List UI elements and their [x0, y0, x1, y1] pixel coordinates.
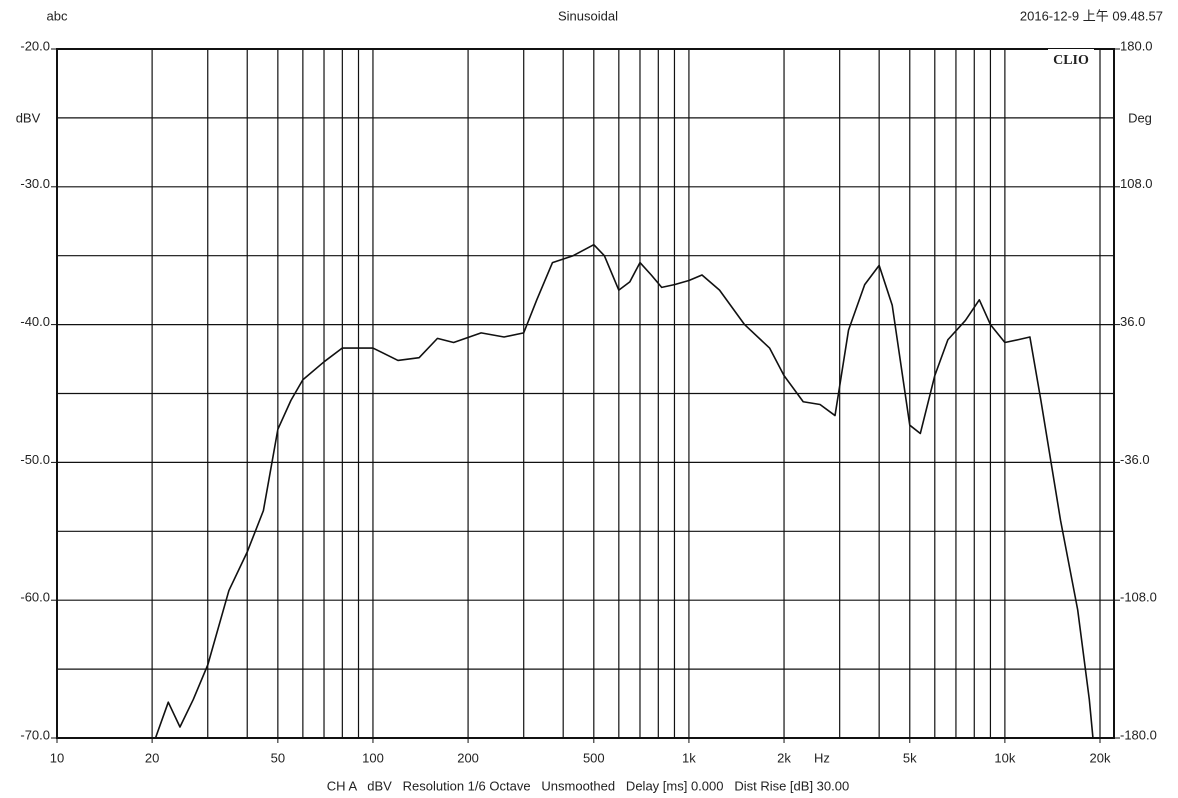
x-tick-label: 500: [583, 750, 605, 765]
y2-axis-label: Deg: [1128, 110, 1152, 125]
y-tick-label: -20.0: [20, 38, 50, 53]
y2-tick-label: 180.0: [1120, 38, 1153, 53]
y2-tick-label: -180.0: [1120, 727, 1157, 742]
y-tick-label: -40.0: [20, 314, 50, 329]
x-tick-label: 50: [271, 750, 285, 765]
logo-box: [1048, 49, 1094, 71]
x-tick-label: 10k: [994, 750, 1015, 765]
x-tick-label: 200: [457, 750, 479, 765]
chart-title: Sinusoidal: [558, 8, 618, 23]
plot-frame: [56, 48, 1115, 739]
footer: CH A dBV Resolution 1/6 Octave Unsmoothe…: [327, 778, 849, 793]
x-tick-label: 20: [145, 750, 159, 765]
x-tick-label: 10: [50, 750, 64, 765]
x-tick-label: 5k: [903, 750, 917, 765]
y-axis-label: dBV: [16, 110, 41, 125]
y2-tick-label: 108.0: [1120, 176, 1153, 191]
y2-tick-label: -108.0: [1120, 590, 1157, 605]
x-tick-label: 2k: [777, 750, 791, 765]
x-tick-label: 20k: [1090, 750, 1111, 765]
header-left: abc: [47, 8, 68, 23]
y2-tick-label: 36.0: [1120, 314, 1145, 329]
y2-tick-label: -36.0: [1120, 452, 1150, 467]
y-tick-label: -50.0: [20, 452, 50, 467]
y-tick-label: -30.0: [20, 176, 50, 191]
logo: CLIO: [1053, 53, 1089, 68]
x-axis-label: Hz: [814, 750, 830, 765]
x-tick-label: 1k: [682, 750, 696, 765]
response-line: [154, 243, 1094, 739]
header-right: 2016-12-9 上午 09.48.57: [1020, 8, 1163, 23]
x-tick-label: 100: [362, 750, 384, 765]
y-tick-label: -70.0: [20, 727, 50, 742]
y-tick-label: -60.0: [20, 590, 50, 605]
